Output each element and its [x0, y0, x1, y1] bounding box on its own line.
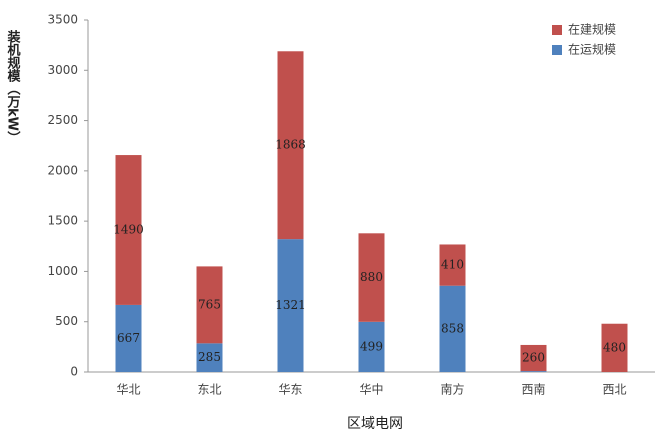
bar-segment	[358, 321, 385, 372]
bar-segment	[277, 51, 304, 240]
y-tick-label: 1500	[47, 214, 78, 228]
y-tick-label: 1000	[47, 264, 78, 278]
x-axis-label: 区域电网	[347, 416, 403, 432]
data-label: 667	[117, 331, 140, 345]
data-label: 858	[441, 321, 464, 335]
x-tick-label: 西南	[521, 382, 545, 397]
legend-swatch	[552, 25, 562, 35]
legend-label: 在建规模	[568, 22, 616, 37]
bar-segment	[277, 239, 304, 372]
x-tick-label: 西北	[602, 383, 626, 397]
bar-segment	[520, 344, 547, 372]
y-tick-label: 2000	[47, 163, 78, 177]
y-tick-label: 500	[55, 314, 78, 328]
y-tick-label: 3000	[47, 63, 78, 77]
y-axis-label: 装机规模（万kW）	[5, 29, 22, 144]
bar-segment	[601, 323, 628, 372]
bar-segment	[196, 266, 223, 344]
data-label: 499	[360, 339, 383, 353]
x-tick-label: 华东	[278, 383, 302, 397]
x-tick-label: 南方	[440, 382, 464, 397]
legend-swatch	[552, 45, 562, 55]
data-label: 410	[441, 258, 464, 272]
data-label: 1490	[113, 222, 144, 236]
bar-segment	[439, 285, 466, 372]
y-tick-label: 2500	[47, 113, 78, 127]
legend-label: 在运规模	[568, 42, 616, 57]
y-tick-label: 0	[70, 365, 78, 379]
data-label: 480	[603, 340, 626, 354]
bar-segment	[358, 233, 385, 322]
bar-segment	[196, 343, 223, 372]
bar-segment	[115, 304, 142, 372]
x-tick-label: 华北	[116, 383, 140, 397]
data-label: 1868	[275, 138, 306, 152]
y-tick-label: 3500	[47, 13, 78, 27]
x-tick-label: 东北	[197, 383, 221, 397]
data-label: 285	[198, 350, 221, 364]
data-label: 880	[360, 270, 383, 284]
data-label: 1321	[275, 298, 306, 312]
bar-segment	[439, 244, 466, 286]
x-tick-label: 华中	[359, 382, 383, 397]
data-label: 260	[522, 351, 545, 365]
bar-segment	[115, 155, 142, 305]
bar-segment	[520, 371, 547, 372]
data-label: 765	[198, 297, 221, 311]
